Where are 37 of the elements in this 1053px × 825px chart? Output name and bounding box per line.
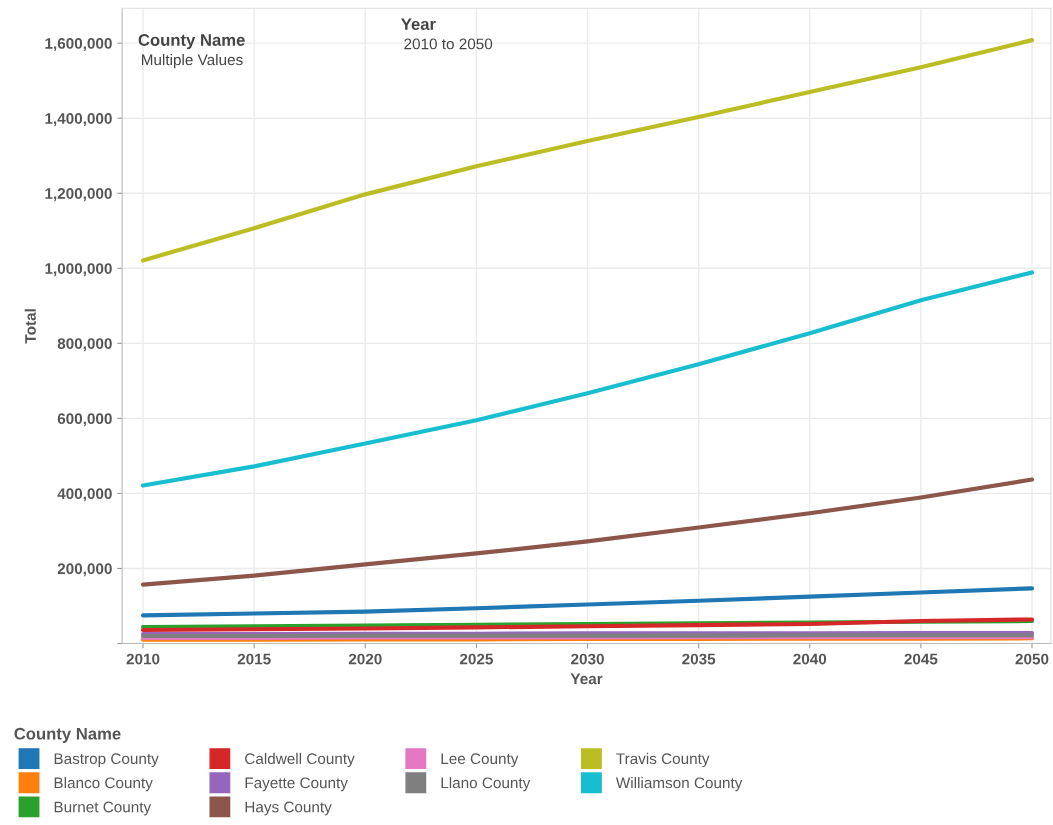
annotation: 2010 to 2050	[404, 38, 493, 50]
line-series	[140, 586, 1035, 618]
y-tick-label: 1,000,000	[45, 263, 112, 277]
y-tick-label: 1,200,000	[45, 188, 112, 202]
legend-label: Fayette County	[245, 777, 348, 792]
legend-label: Blanco County	[54, 777, 153, 792]
y-tick-label: 1,400,000	[45, 113, 112, 127]
y-tick-label: 1,600,000	[45, 38, 112, 52]
y-axis-title: Total	[24, 309, 36, 344]
legend-label: Caldwell County	[245, 752, 355, 768]
x-tick-label: 2025	[459, 653, 493, 665]
x-tick-label: 2030	[571, 653, 604, 665]
legend-title: County Name	[14, 727, 121, 743]
y-tick-label: 800,000	[57, 338, 112, 352]
legend-label: Bastrop County	[54, 753, 159, 768]
annotation: Year	[401, 18, 436, 31]
legend-label: Travis County	[616, 752, 710, 768]
x-tick-label: 2035	[682, 653, 716, 665]
x-tick-label: 2010	[126, 653, 160, 665]
legend-label: Llano County	[441, 777, 531, 792]
y-tick-label: 200,000	[57, 563, 112, 577]
line-series	[140, 270, 1035, 488]
line-series	[140, 477, 1035, 587]
y-tick-label: 400,000	[57, 488, 112, 502]
annotation: County Name	[138, 34, 245, 50]
x-tick-label: 2015	[237, 653, 271, 665]
x-tick-label: 2020	[348, 653, 382, 665]
x-tick-label: 2050	[1015, 653, 1049, 665]
x-tick-label: 2040	[793, 653, 827, 665]
annotation: Multiple Values	[141, 53, 243, 69]
x-axis-title: Year	[570, 673, 603, 685]
legend-label: Lee County	[441, 753, 519, 768]
legend-label: Hays County	[245, 801, 332, 816]
y-tick-label: 600,000	[57, 413, 112, 427]
x-tick-label: 2045	[904, 653, 938, 665]
legend-label: Williamson County	[615, 777, 743, 792]
legend-label: Burnet County	[54, 801, 152, 816]
